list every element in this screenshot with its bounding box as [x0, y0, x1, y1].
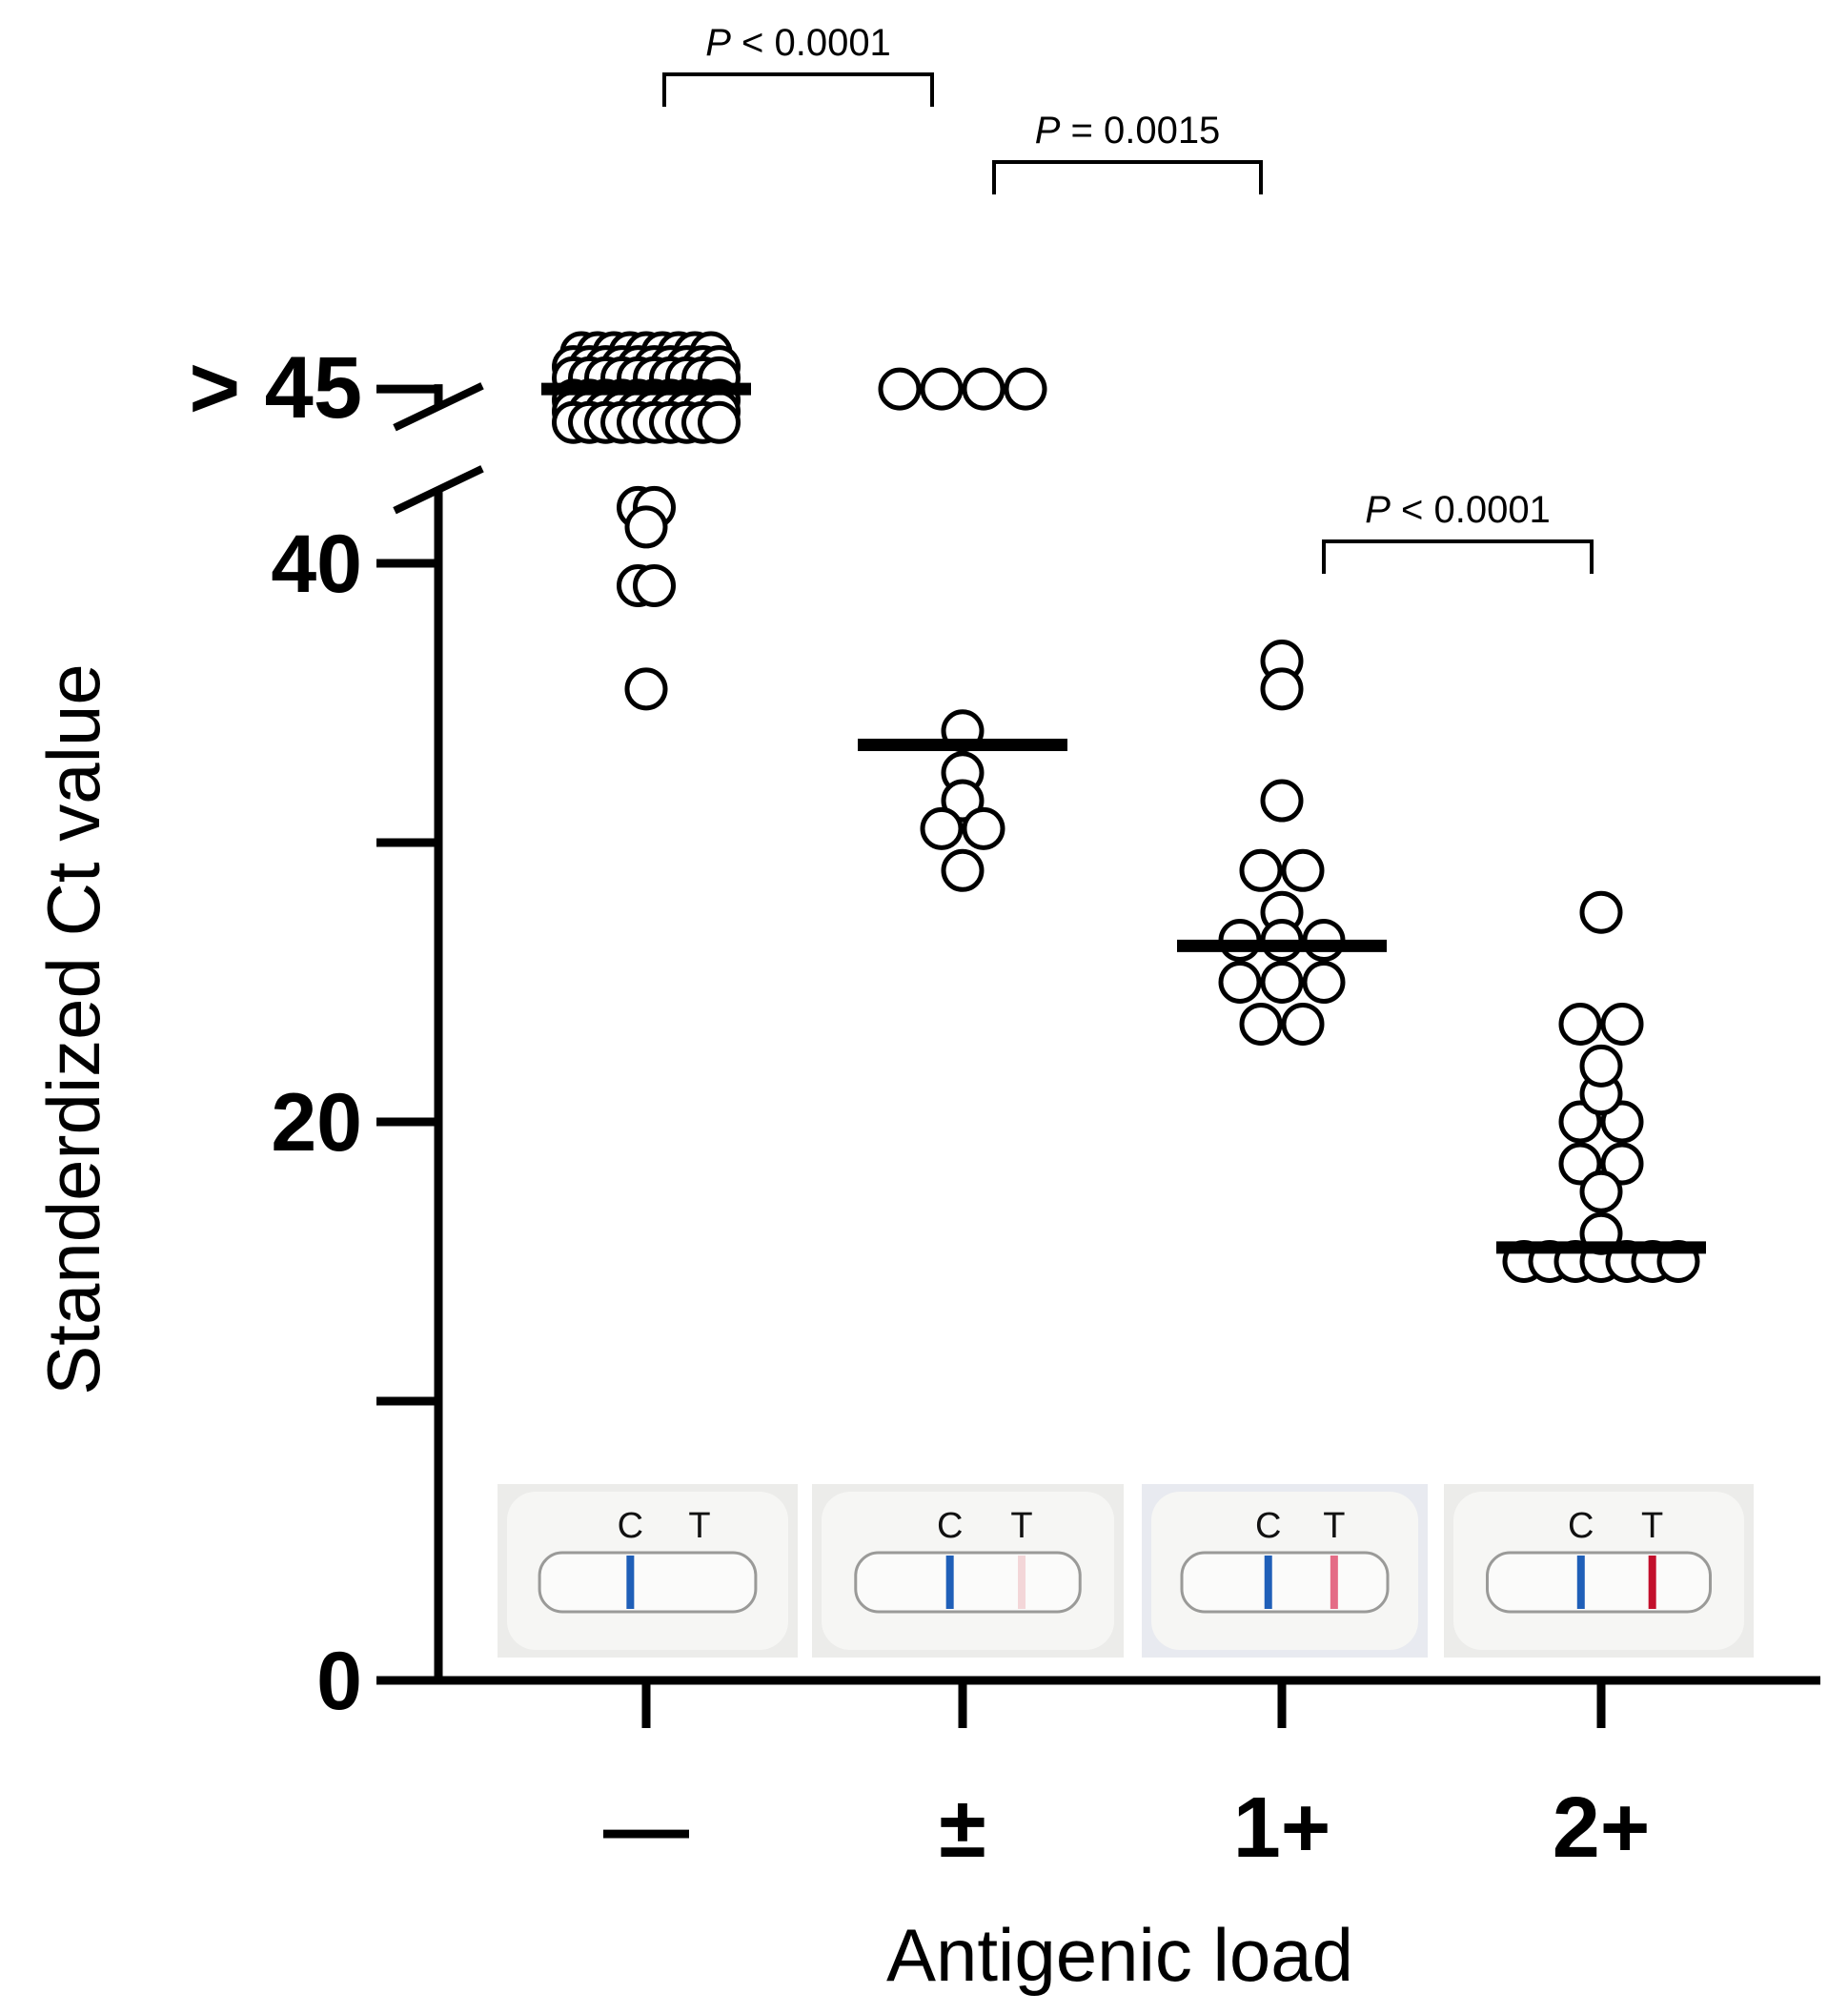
- median-lines: [541, 382, 1706, 1254]
- data-point: [633, 563, 676, 607]
- data-point: [1218, 961, 1262, 1004]
- data-point: [962, 367, 1005, 411]
- p-symbol: P: [1365, 489, 1391, 531]
- test-label: T: [1641, 1506, 1663, 1546]
- test-line: [1648, 1556, 1656, 1609]
- data-point: [1579, 1044, 1623, 1088]
- data-point: [920, 367, 964, 411]
- y-axis-title: Standerdized Ct value: [31, 663, 115, 1394]
- data-point: [1558, 1002, 1602, 1046]
- p-value-label: P < 0.0001: [705, 22, 891, 64]
- control-label: C: [618, 1506, 643, 1546]
- data-point: [1600, 1002, 1644, 1046]
- significance-bracket: P < 0.0001: [662, 22, 934, 107]
- y-tick-label: 20: [271, 1077, 362, 1169]
- p-value-text: = 0.0015: [1060, 110, 1220, 152]
- data-point: [1004, 367, 1047, 411]
- y-tick-label: > 45: [189, 339, 362, 437]
- data-point: [941, 848, 985, 892]
- control-label: C: [1568, 1506, 1594, 1546]
- data-point: [1558, 1100, 1602, 1144]
- p-value-label: P = 0.0015: [1035, 110, 1221, 152]
- control-line: [626, 1556, 635, 1609]
- data-point: [1302, 961, 1346, 1004]
- test-label: T: [1323, 1506, 1345, 1546]
- control-label: C: [1255, 1506, 1281, 1546]
- data-point: [878, 367, 922, 411]
- test-label: T: [688, 1506, 710, 1546]
- p-value-label: P < 0.0001: [1365, 489, 1551, 531]
- bracket-line: [662, 72, 934, 107]
- significance-bracket: P = 0.0015: [992, 110, 1263, 194]
- data-points: [552, 331, 1700, 1283]
- test-label: T: [1010, 1506, 1032, 1546]
- data-point: [962, 806, 1005, 850]
- p-value-text: < 0.0001: [1391, 489, 1551, 531]
- data-point: [1281, 848, 1325, 892]
- control-line: [945, 1556, 954, 1609]
- data-point: [1579, 1170, 1623, 1213]
- axes-group: 0 20 40 > 45 — ±1+ 2+: [189, 339, 1820, 1876]
- control-line: [1264, 1556, 1272, 1609]
- p-value-text: < 0.0001: [731, 22, 891, 64]
- strip-window: [1486, 1551, 1712, 1614]
- data-point: [1260, 779, 1304, 823]
- axis-break-mark: [393, 382, 484, 432]
- data-point: [1239, 848, 1283, 892]
- x-tick-label: 2+: [1553, 1780, 1651, 1876]
- x-tick-label: ±: [939, 1780, 985, 1876]
- strip-window: [538, 1551, 758, 1614]
- data-point: [1260, 667, 1304, 711]
- data-point: [1260, 961, 1304, 1004]
- p-symbol: P: [1035, 110, 1061, 152]
- data-point: [920, 806, 964, 850]
- data-point: [1600, 1100, 1644, 1144]
- x-tick-label: 1+: [1233, 1780, 1331, 1876]
- axis-break-mark: [393, 465, 484, 515]
- p-symbol: P: [705, 22, 731, 64]
- y-tick-label: 0: [316, 1636, 362, 1727]
- x-axis-title: Antigenic load: [886, 1913, 1353, 1997]
- test-line: [1018, 1556, 1026, 1609]
- data-point: [1281, 1002, 1325, 1046]
- data-point: [1558, 1142, 1602, 1186]
- data-point: [1579, 890, 1623, 934]
- bracket-line: [992, 160, 1263, 194]
- y-tick-label: 40: [271, 519, 362, 610]
- control-line: [1576, 1556, 1585, 1609]
- control-label: C: [937, 1506, 963, 1546]
- data-point: [698, 400, 741, 444]
- significance-bracket: P < 0.0001: [1322, 489, 1594, 574]
- test-line: [1330, 1556, 1338, 1609]
- x-tick-label: —: [603, 1780, 689, 1876]
- data-point: [1600, 1142, 1644, 1186]
- data-point: [1239, 1002, 1283, 1046]
- data-point: [624, 505, 668, 549]
- strip-window: [1180, 1551, 1390, 1614]
- strip-window: [854, 1551, 1082, 1614]
- data-point: [624, 667, 668, 711]
- data-point: [941, 779, 985, 823]
- bracket-line: [1322, 539, 1594, 574]
